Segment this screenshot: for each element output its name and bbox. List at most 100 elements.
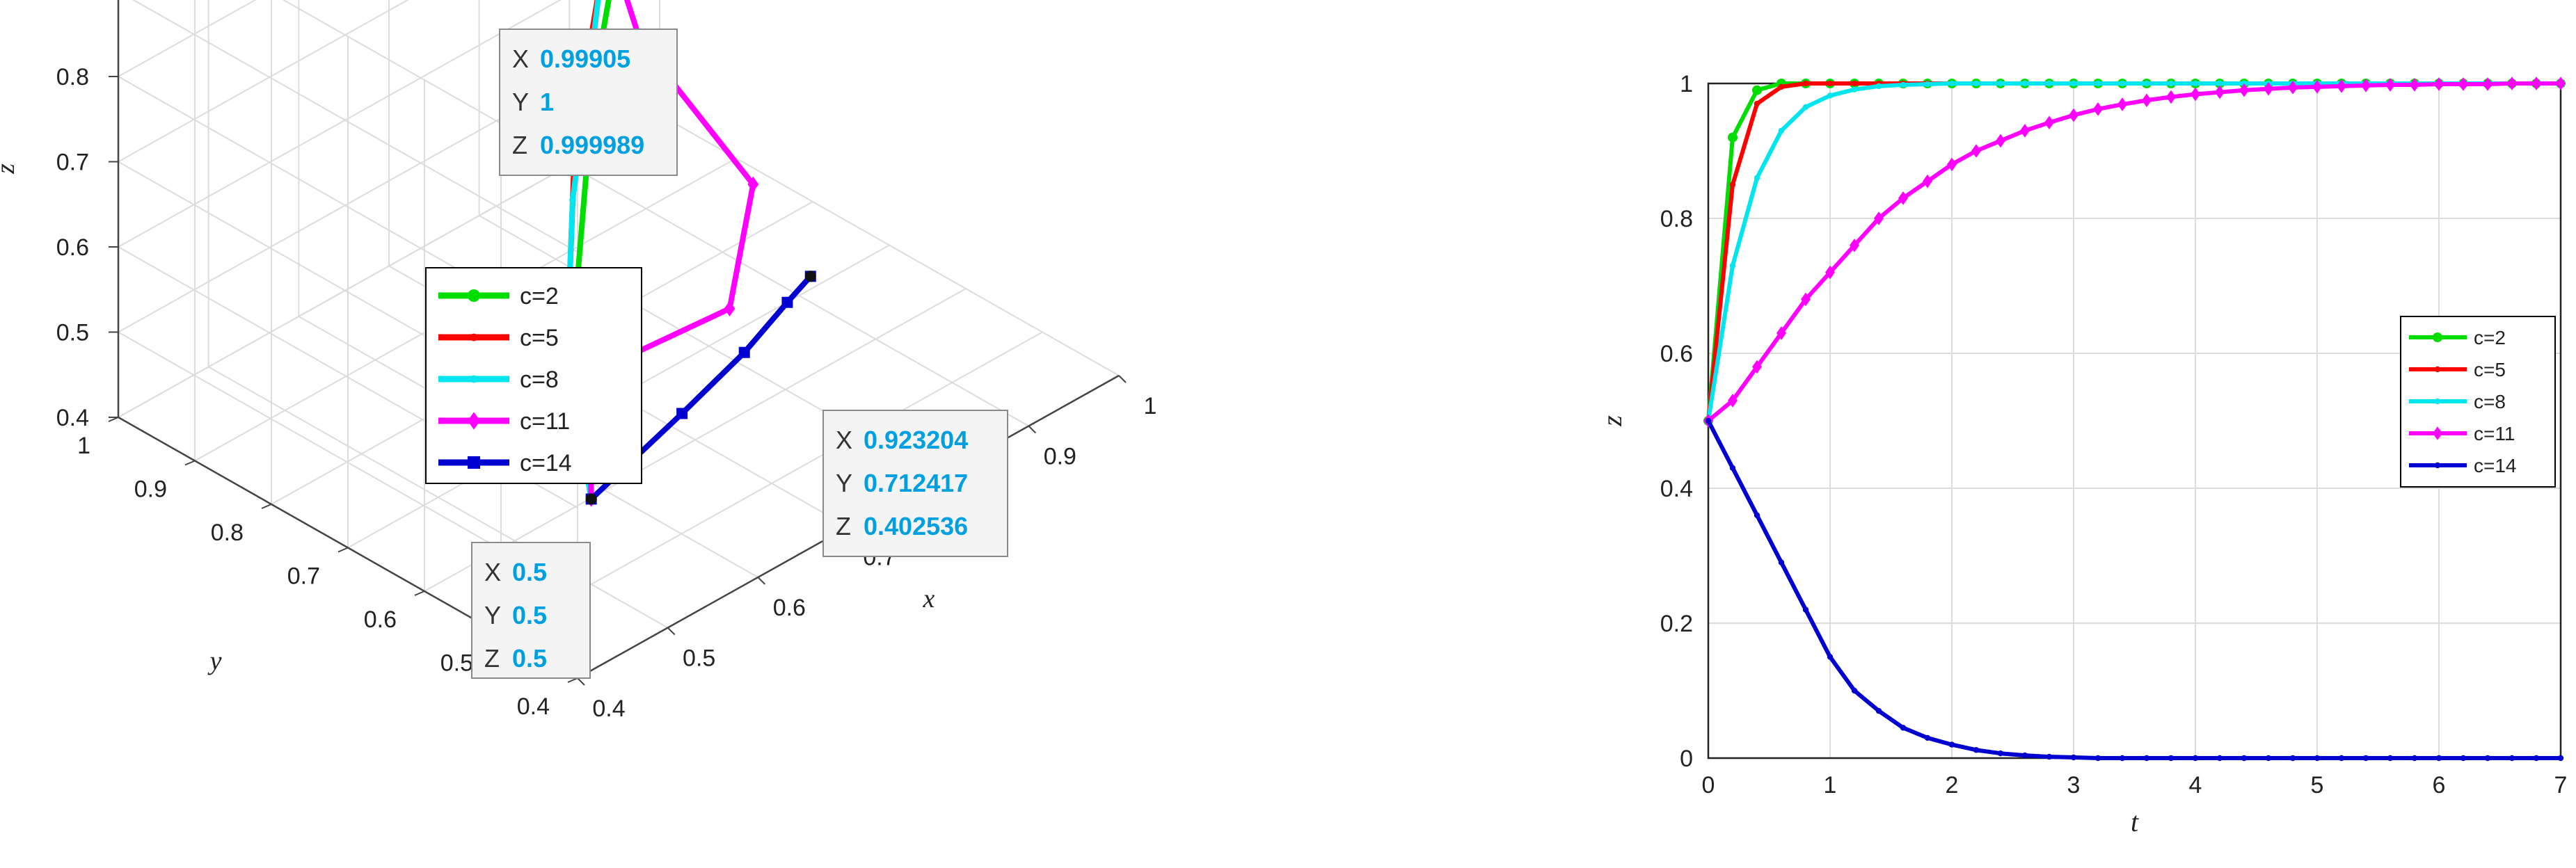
series-point-c=11 xyxy=(2507,77,2517,90)
x-tick-mark xyxy=(1118,375,1127,383)
y-axis-label: y xyxy=(207,647,222,676)
series-point-c=11 xyxy=(2556,77,2566,90)
series-point-c=14 xyxy=(2094,755,2101,762)
y-tick-label: 1 xyxy=(77,433,90,459)
x-tick-label: 0 xyxy=(1702,772,1715,798)
series-point-c=14 xyxy=(1924,734,1931,741)
series-point-c=8 xyxy=(2046,80,2053,87)
datatip-value: 1 xyxy=(540,88,554,116)
y-tick-label: 0.4 xyxy=(517,693,550,720)
x-tick-label: 5 xyxy=(2311,772,2324,798)
datatip-value: 0.712417 xyxy=(864,469,968,497)
legend-marker xyxy=(468,412,480,430)
series-point-c=14 xyxy=(2484,755,2491,762)
x-tick-label: 0.6 xyxy=(773,595,806,621)
series-point-c=11 xyxy=(2458,77,2468,91)
series-point-c=5 xyxy=(1729,182,1736,188)
series-point-c=14 xyxy=(2338,755,2345,762)
series-point-c=8 xyxy=(1924,81,1931,88)
series-point-c=11 xyxy=(2069,108,2078,122)
series-point-c=11 xyxy=(2044,115,2054,130)
series-point-c=11 xyxy=(2142,93,2152,108)
legend-marker xyxy=(470,375,478,383)
x-tick-mark xyxy=(1028,425,1037,434)
series-point-c=14 xyxy=(2070,754,2077,761)
y-tick-label: 0.7 xyxy=(287,563,320,590)
datatip-anchor xyxy=(585,493,597,505)
series-point-c=11 xyxy=(2312,80,2322,94)
y-tick-mark xyxy=(414,590,425,596)
x-tick-label: 7 xyxy=(2554,772,2568,798)
series-point-c=11 xyxy=(1801,292,1811,307)
datatip-value: 0.5 xyxy=(512,558,547,586)
series-point-c=14 xyxy=(1948,741,1955,748)
y-tick-label: 1 xyxy=(1680,71,1693,97)
datatip-value: 0.999989 xyxy=(540,131,644,159)
series-point-c=11 xyxy=(2264,81,2273,96)
series-point-c=14 xyxy=(2435,755,2442,762)
series-line-c=2 xyxy=(574,0,612,499)
datatip-value: 0.923204 xyxy=(864,426,968,454)
legend-label: c=14 xyxy=(520,450,572,476)
legend-label: c=11 xyxy=(2474,423,2515,444)
z-tick-label: 0.5 xyxy=(56,320,89,346)
series-point-c=8 xyxy=(1875,83,1882,90)
series-point-c=14 xyxy=(1851,687,1858,694)
series-point-c=11 xyxy=(2385,78,2395,92)
series-point-c=14 xyxy=(2289,755,2296,762)
series-point-c=8 xyxy=(1851,86,1858,93)
series-point-c=14 xyxy=(1729,465,1736,472)
legend-marker xyxy=(2434,366,2441,373)
series-point-c=8 xyxy=(1973,80,1980,87)
series-point-c=8 xyxy=(2216,80,2223,87)
legend-marker xyxy=(2433,426,2442,440)
series-point-c=8 xyxy=(1900,81,1907,88)
legend-label: c=8 xyxy=(2474,391,2506,412)
x-tick-label: 2 xyxy=(1946,772,1959,798)
series-point-c=14 xyxy=(2143,755,2150,762)
series-point-c=8 xyxy=(1778,127,1785,134)
series-point-c=14 xyxy=(781,296,793,308)
series-point-c=14 xyxy=(2265,755,2272,762)
legend-label: c=2 xyxy=(2474,327,2506,348)
series-point-c=11 xyxy=(2288,81,2298,95)
z-tick-label: 0.4 xyxy=(56,405,89,431)
legend-marker xyxy=(2434,462,2441,469)
y-tick-label: 0 xyxy=(1680,746,1693,772)
z-axis-label: z xyxy=(0,163,20,175)
series-point-c=11 xyxy=(1776,326,1786,340)
datatip-box xyxy=(822,410,1008,557)
series-point-c=14 xyxy=(1705,417,1712,424)
datatip-key: X xyxy=(484,558,501,586)
series-point-c=2 xyxy=(1752,85,1762,95)
series-point-c=8 xyxy=(2143,80,2150,87)
x-axis-label: x xyxy=(922,584,935,613)
legend-marker xyxy=(470,333,478,341)
series-point-c=11 xyxy=(1874,211,1884,225)
legend-label: c=14 xyxy=(2474,455,2517,476)
series-point-c=5 xyxy=(1851,80,1858,87)
datatip-key: Z xyxy=(484,644,500,673)
series-point-c=14 xyxy=(2241,755,2248,762)
datatip-anchor xyxy=(804,271,816,282)
series-point-c=11 xyxy=(1923,174,1932,188)
x-tick-mark xyxy=(667,627,676,636)
datatip-value: 0.99905 xyxy=(540,45,630,73)
series-point-c=11 xyxy=(2093,102,2103,116)
series-point-c=5 xyxy=(1827,80,1834,87)
x-tick-label: 0.5 xyxy=(683,645,715,672)
y-tick-mark xyxy=(261,504,272,509)
series-point-c=14 xyxy=(676,408,688,419)
series-point-c=14 xyxy=(2216,755,2223,762)
y-tick-label: 0.8 xyxy=(1660,206,1693,232)
legend-marker xyxy=(2433,332,2442,342)
series-point-c=14 xyxy=(2387,755,2394,762)
series-point-c=11 xyxy=(1971,144,1981,158)
x-tick-label: 4 xyxy=(2189,772,2202,798)
series-point-c=14 xyxy=(2460,755,2467,762)
y-axis-label: z xyxy=(1596,415,1628,427)
x-tick-label: 3 xyxy=(2067,772,2081,798)
series-point-c=11 xyxy=(724,300,736,316)
series-point-c=14 xyxy=(2362,755,2369,762)
series-point-c=8 xyxy=(2192,80,2199,87)
